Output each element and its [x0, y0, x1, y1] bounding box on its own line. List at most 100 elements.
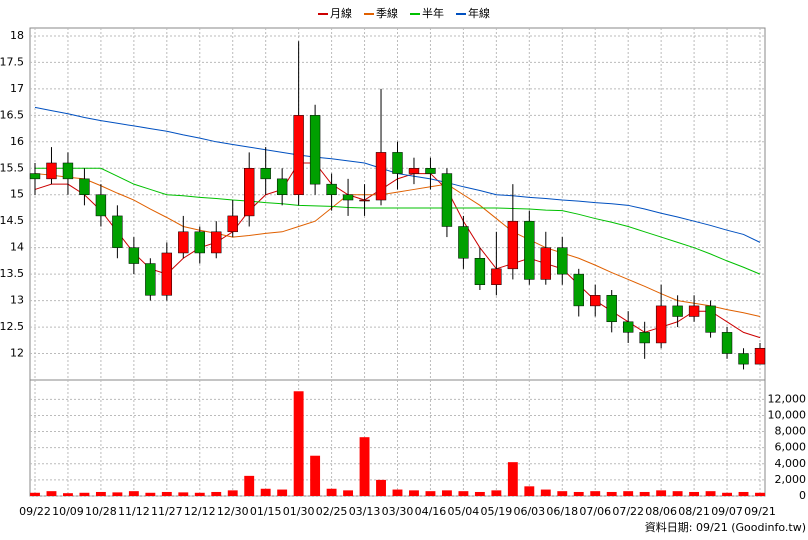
volume-bar: [540, 489, 551, 496]
volume-bar: [524, 486, 535, 496]
volume-bar: [557, 491, 568, 496]
volume-bar: [705, 491, 716, 496]
volume-bar: [227, 490, 238, 496]
candle-body: [507, 220, 519, 270]
volume-bar: [409, 490, 419, 496]
candle-body: [655, 305, 667, 344]
x-tick-label: 07/06: [579, 505, 611, 518]
x-tick-label: 05/19: [481, 505, 513, 518]
x-tick-label: 05/04: [448, 505, 480, 518]
candle-body: [178, 231, 189, 254]
volume-bar: [623, 491, 634, 496]
candle-body: [62, 162, 74, 180]
y-tick-label: 15: [10, 188, 24, 201]
legend-label: 半年: [422, 6, 444, 20]
x-tick-label: 11/12: [118, 505, 150, 518]
candle-body: [705, 305, 716, 333]
candle-body: [145, 263, 156, 296]
y-tick-label: 14.5: [0, 214, 24, 227]
candle-body: [211, 231, 222, 254]
candle-body: [161, 252, 173, 296]
x-tick-label: 09/07: [711, 505, 743, 518]
x-tick-label: 01/30: [283, 505, 315, 518]
volume-bar: [507, 462, 518, 496]
volume-bar: [293, 391, 304, 496]
candle-body: [672, 305, 683, 317]
candle-body: [474, 258, 486, 285]
volume-bar: [95, 491, 106, 496]
volume-bar: [639, 491, 650, 496]
y-tick-label: 16: [10, 135, 24, 148]
legend-label: 月線: [330, 6, 352, 20]
ma-line: [35, 167, 761, 275]
volume-bar: [128, 491, 139, 496]
candle-body: [46, 162, 57, 180]
candle-body: [573, 273, 584, 307]
x-tick-label: 04/16: [415, 505, 447, 518]
x-tick-label: 12/30: [217, 505, 249, 518]
volume-bar: [689, 491, 700, 496]
volume-bar: [425, 491, 436, 496]
candle-body: [194, 231, 205, 254]
volume-tick-label: 6,000: [775, 441, 807, 454]
candle-body: [425, 168, 436, 174]
candle-body: [738, 353, 749, 365]
candle-body: [112, 215, 123, 248]
candle-body: [622, 321, 634, 333]
volume-bar: [161, 491, 172, 496]
y-tick-label: 13: [10, 294, 24, 307]
candle-body: [590, 295, 601, 307]
volume-tick-label: 12,000: [768, 392, 807, 405]
footer: 資料日期: 09/21 (Goodinfo.tw): [645, 520, 806, 534]
candle-body: [326, 183, 337, 195]
y-tick-label: 14: [10, 241, 24, 254]
candle-body: [639, 332, 650, 344]
volume-bar: [194, 492, 205, 496]
volume-bar: [590, 491, 601, 496]
candle-body: [408, 168, 420, 174]
x-tick-label: 06/03: [513, 505, 545, 518]
y-tick-label: 16.5: [0, 108, 24, 121]
y-tick-label: 13.5: [0, 267, 24, 280]
volume-bar: [376, 479, 386, 496]
candle-body: [359, 199, 370, 202]
candle-body: [128, 247, 140, 264]
volume-bar: [392, 489, 403, 496]
volume-bar: [738, 491, 749, 496]
volume-bar: [30, 492, 40, 496]
candle-body: [244, 168, 255, 217]
candle-body: [260, 168, 271, 180]
volume-bar: [79, 492, 90, 496]
candle-body: [688, 305, 700, 317]
x-tick-label: 06/18: [546, 505, 578, 518]
volume-bar: [112, 492, 123, 496]
volume-bar: [441, 490, 452, 496]
candle-body: [458, 226, 469, 259]
volume-tick-label: 2,000: [775, 473, 807, 486]
volume-bar: [178, 492, 189, 496]
candle-body: [524, 220, 535, 280]
x-tick-label: 10/28: [85, 505, 117, 518]
volume-bar: [343, 490, 354, 496]
candle-body: [606, 295, 617, 323]
volume-tick-label: 10,000: [768, 408, 807, 421]
x-tick-label: 10/09: [52, 505, 84, 518]
candle-body: [392, 152, 403, 174]
x-tick-label: 09/21: [744, 505, 776, 518]
volume-tick-label: 4,000: [775, 457, 807, 470]
volume-bar: [260, 488, 271, 496]
volume-bar: [211, 491, 222, 496]
volume-bar: [145, 492, 156, 496]
y-tick-label: 12: [10, 347, 24, 360]
x-tick-label: 08/06: [645, 505, 677, 518]
volume-bar: [656, 490, 667, 496]
candle-body: [79, 178, 90, 195]
y-tick-label: 17.5: [0, 55, 24, 68]
volume-bar: [672, 491, 683, 496]
volume-tick-label: 0: [799, 489, 806, 502]
y-tick-label: 17: [10, 82, 24, 95]
x-tick-label: 08/21: [678, 505, 710, 518]
volume-bar: [755, 492, 765, 496]
x-tick-label: 02/25: [316, 505, 348, 518]
